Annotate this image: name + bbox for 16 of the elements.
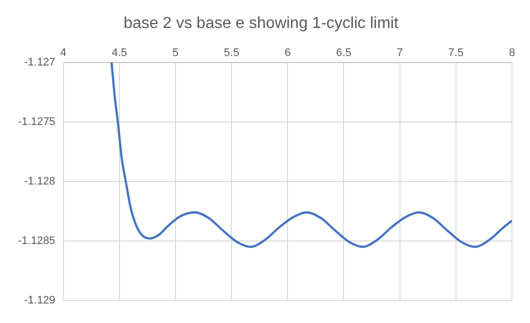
y-tick-label: -1.1285	[18, 234, 56, 247]
x-tick-label: 5	[172, 46, 179, 59]
chart-title: base 2 vs base e showing 1-cyclic limit	[124, 15, 399, 32]
x-tick-label: 6.5	[336, 46, 352, 59]
x-tick-label: 8	[508, 46, 516, 59]
x-tick-label: 6	[284, 46, 291, 59]
x-tick-label: 4.5	[112, 46, 128, 59]
y-tick-label: -1.1275	[18, 116, 56, 128]
line-series	[110, 62, 512, 248]
x-tick-label: 4	[60, 46, 66, 59]
y-tick-label: -1.129	[24, 294, 56, 306]
x-tick-label: 7.5	[448, 46, 464, 59]
x-tick-label: 5.5	[224, 46, 240, 59]
x-tick-label: 7	[396, 46, 403, 59]
y-tick-label: -1.128	[24, 175, 56, 188]
y-tick-label: -1.127	[24, 56, 56, 68]
